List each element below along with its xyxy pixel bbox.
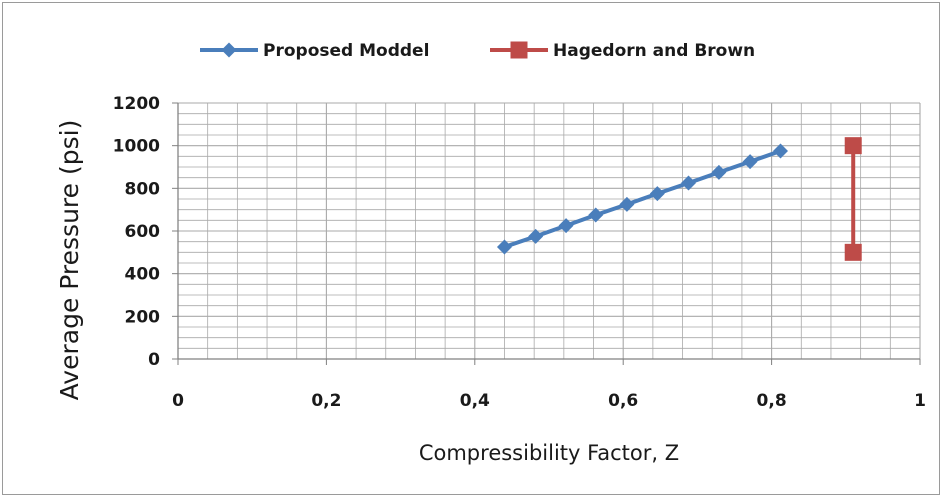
x-tick-label: 1	[914, 391, 926, 411]
legend: Proposed Moddel Hagedorn and Brown	[200, 41, 755, 61]
y-tick-label: 200	[125, 307, 161, 327]
x-tick-label: 0,4	[460, 391, 490, 411]
data-point-marker	[711, 164, 727, 180]
data-point-marker	[496, 239, 512, 255]
y-tick-label: 400	[125, 265, 161, 285]
y-tick-label: 1000	[113, 137, 160, 157]
data-point-marker	[680, 175, 696, 191]
data-point-marker	[558, 218, 574, 234]
data-point-marker	[588, 207, 604, 223]
data-point-marker	[844, 137, 862, 155]
data-point-marker	[773, 143, 789, 159]
series-line	[503, 149, 782, 249]
series-hagedorn-brown	[844, 137, 862, 261]
data-point-marker	[649, 186, 665, 202]
y-tick-label: 0	[148, 350, 160, 370]
x-tick-label: 0	[172, 391, 184, 411]
legend-marker	[221, 42, 237, 58]
y-tick-label: 800	[125, 179, 161, 199]
legend-label: Hagedorn and Brown	[553, 41, 755, 61]
x-axis-title: Compressibility Factor, Z	[419, 441, 679, 465]
data-point-marker	[742, 154, 758, 170]
x-tick-label: 0,2	[311, 391, 341, 411]
data-point-marker	[844, 243, 862, 261]
x-tick-label: 0,8	[757, 391, 787, 411]
series-proposed-model	[496, 143, 789, 255]
legend-marker	[510, 41, 528, 59]
data-point-marker	[528, 228, 544, 244]
y-tick-label: 1200	[113, 94, 160, 114]
horizontal-gridlines	[178, 102, 920, 360]
y-axis-title: Average Pressure (psi)	[55, 120, 84, 401]
x-tick-label: 0,6	[608, 391, 638, 411]
data-point-marker	[619, 196, 635, 212]
y-tick-label: 600	[125, 222, 161, 242]
legend-label: Proposed Moddel	[263, 41, 429, 61]
